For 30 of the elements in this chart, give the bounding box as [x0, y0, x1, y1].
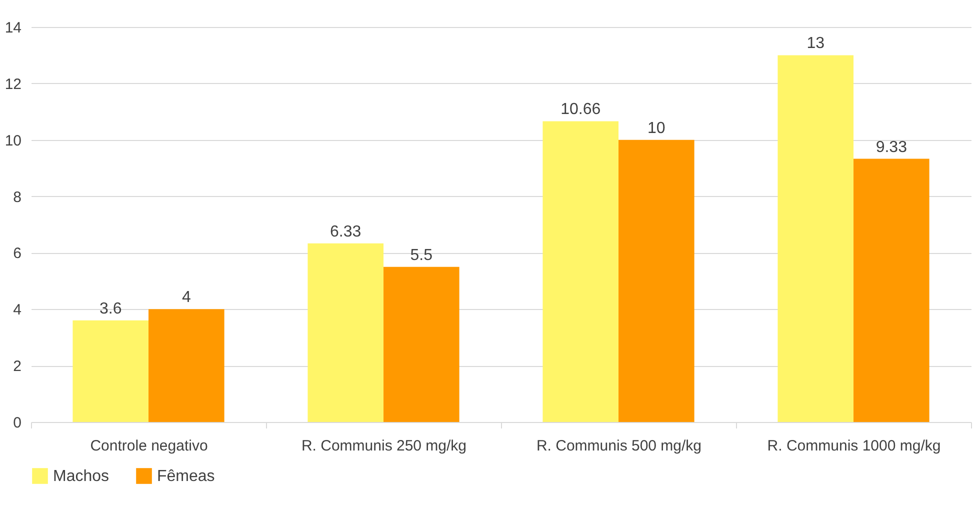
bar: [542, 121, 618, 422]
bar: [778, 55, 854, 422]
data-label: 13: [806, 35, 825, 52]
data-label: 9.33: [876, 138, 908, 156]
y-tick-label: 0: [13, 414, 22, 432]
data-label: 5.5: [410, 246, 433, 264]
bar: [308, 243, 384, 422]
x-tick-label: R. Communis 250 mg/kg: [301, 438, 467, 454]
y-tick-label: 8: [13, 188, 22, 206]
y-tick-label: 12: [4, 76, 22, 93]
data-label: 4: [182, 289, 191, 306]
legend-label: Machos: [53, 468, 110, 485]
x-tick-label: Controle negativo: [90, 438, 208, 454]
bar: [72, 320, 148, 422]
bar: [148, 309, 224, 422]
x-tick-label: R. Communis 500 mg/kg: [536, 438, 702, 454]
legend-label: Fêmeas: [157, 468, 215, 485]
x-tick-label: R. Communis 1000 mg/kg: [767, 438, 941, 454]
y-tick-label: 2: [13, 358, 22, 376]
y-tick-label: 10: [4, 132, 22, 150]
y-tick-label: 6: [13, 245, 22, 262]
data-label: 6.33: [330, 223, 362, 240]
y-tick-label: 4: [13, 302, 22, 319]
bar: [854, 158, 930, 422]
bar: [384, 266, 460, 422]
data-label: 10.66: [560, 101, 601, 118]
data-label: 10: [648, 120, 666, 137]
bar: [618, 140, 694, 422]
y-tick-label: 14: [4, 20, 22, 36]
data-label: 3.6: [99, 300, 122, 318]
